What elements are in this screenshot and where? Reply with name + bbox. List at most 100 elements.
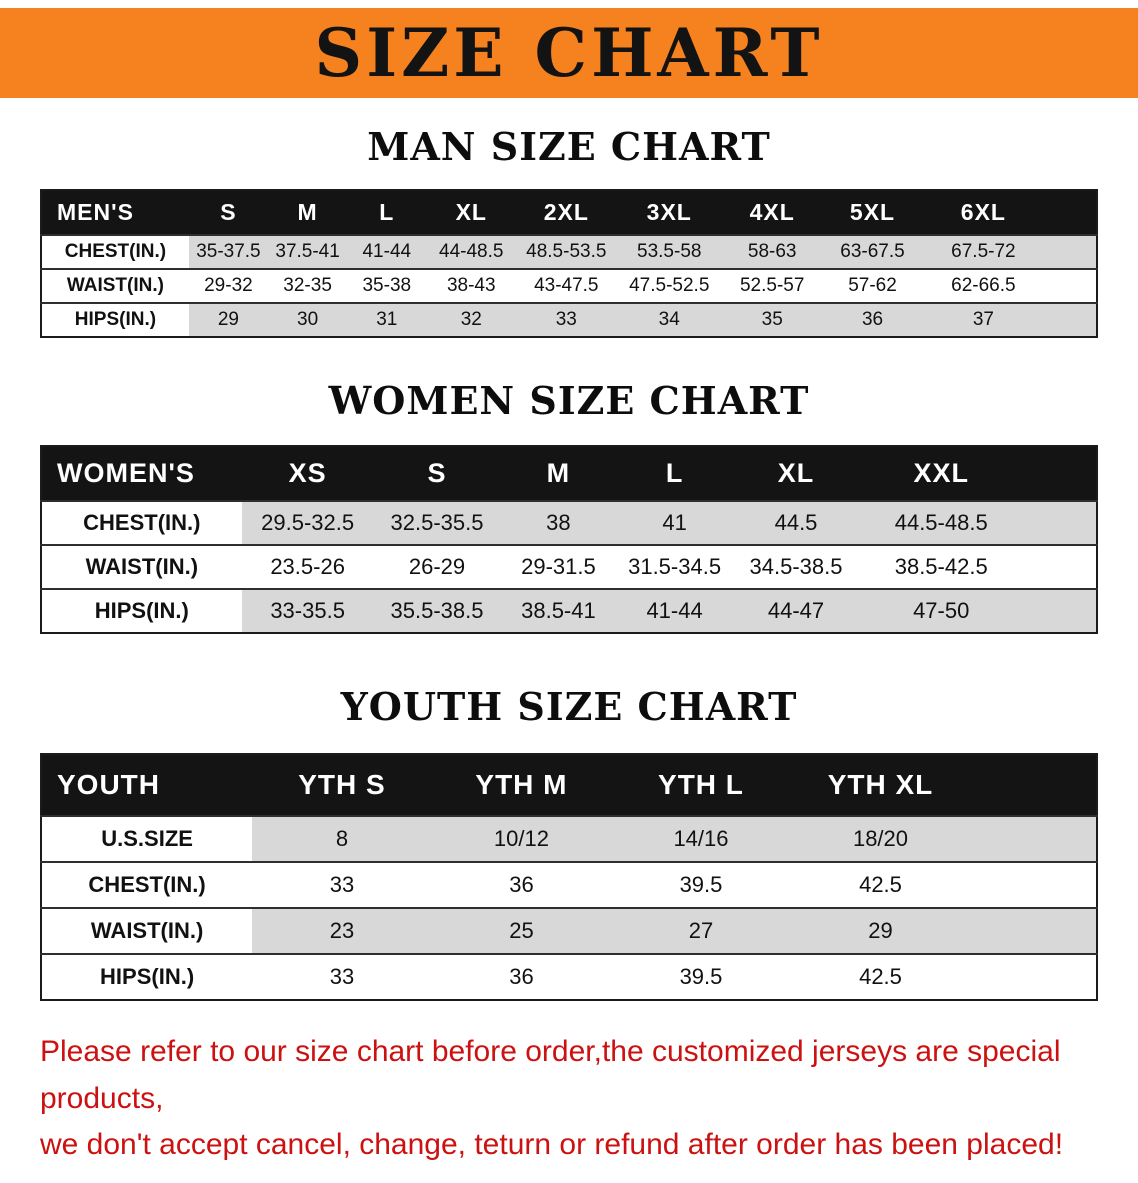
table-row: CHEST(IN.) 29.5-32.5 32.5-35.5 38 41 44.5 44.5…: [41, 500, 1097, 545]
size-value-cell: 38: [500, 500, 617, 545]
size-value-cell: 44.5-48.5: [859, 500, 1024, 545]
size-value-cell: 35.5-38.5: [373, 588, 501, 633]
size-value-cell: 44-48.5: [426, 234, 517, 269]
page-title: SIZE CHART: [314, 14, 824, 92]
spacer-cell: [970, 907, 1097, 954]
table-row: WAIST(IN.) 23.5-26 26-29 29-31.5 31.5-34.5 34…: [41, 544, 1097, 589]
spacer-cell: [1023, 588, 1097, 633]
table-row: WAIST(IN.) 29-32 32-35 35-38 38-43 43-47.5 47.…: [41, 268, 1097, 303]
men-section: MAN SIZE CHART MEN'S S M L XL 2XL 3XL 4XL 5XL 6XL…: [0, 124, 1138, 338]
size-column-header: S: [373, 446, 501, 501]
size-value-cell: 29: [790, 907, 971, 954]
size-value-cell: 31: [347, 302, 427, 337]
size-value-cell: 32-35: [268, 268, 348, 303]
size-column-header: 2XL: [516, 190, 617, 235]
size-value-cell: 36: [431, 953, 612, 1000]
size-value-cell: 8: [252, 815, 432, 862]
size-value-cell: 41-44: [347, 234, 427, 269]
spacer-cell: [1044, 190, 1097, 235]
size-value-cell: 36: [822, 302, 923, 337]
row-label-cell: WAIST(IN.): [41, 907, 253, 954]
size-value-cell: 52.5-57: [722, 268, 823, 303]
size-column-header: 6XL: [922, 190, 1045, 235]
men-section-heading: MAN SIZE CHART: [367, 124, 771, 169]
size-value-cell: 42.5: [790, 861, 971, 908]
women-size-table: WOMEN'S XS S M L XL XXL CHEST(IN.) 29.5-32.5 32.5…: [40, 445, 1098, 634]
size-value-cell: 34: [616, 302, 723, 337]
spacer-cell: [1023, 446, 1097, 501]
row-label-cell: HIPS(IN.): [41, 953, 253, 1000]
size-column-header: M: [268, 190, 348, 235]
size-value-cell: 34.5-38.5: [732, 544, 860, 589]
size-value-cell: 41: [616, 500, 733, 545]
spacer-cell: [970, 754, 1097, 816]
size-column-header: 5XL: [822, 190, 923, 235]
table-title-cell: YOUTH: [41, 754, 253, 816]
size-value-cell: 67.5-72: [922, 234, 1045, 269]
size-value-cell: 47.5-52.5: [616, 268, 723, 303]
size-value-cell: 48.5-53.5: [516, 234, 617, 269]
spacer-cell: [1044, 302, 1097, 337]
table-row: HIPS(IN.) 29 30 31 32 33 34 35 36 37: [41, 302, 1097, 337]
size-column-header: XL: [732, 446, 860, 501]
size-value-cell: 38.5-41: [500, 588, 617, 633]
size-value-cell: 23: [252, 907, 432, 954]
size-column-header: XS: [241, 446, 374, 501]
size-value-cell: 25: [431, 907, 612, 954]
size-column-header: 3XL: [616, 190, 723, 235]
size-value-cell: 38-43: [426, 268, 517, 303]
size-value-cell: 41-44: [616, 588, 733, 633]
size-column-header: 4XL: [722, 190, 823, 235]
table-row: U.S.SIZE 8 10/12 14/16 18/20: [41, 815, 1097, 862]
row-label-cell: WAIST(IN.): [41, 268, 189, 303]
size-value-cell: 30: [268, 302, 348, 337]
spacer-cell: [970, 815, 1097, 862]
size-value-cell: 31.5-34.5: [616, 544, 733, 589]
notice-line-2: we don't accept cancel, change, teturn o…: [40, 1128, 1064, 1161]
size-chart-page: SIZE CHART MAN SIZE CHART MEN'S S M L XL 2XL 3…: [0, 8, 1138, 1169]
row-label-cell: U.S.SIZE: [41, 815, 253, 862]
women-section-heading: WOMEN SIZE CHART: [328, 378, 810, 423]
row-label-cell: CHEST(IN.): [41, 234, 189, 269]
size-value-cell: 29-31.5: [500, 544, 617, 589]
size-value-cell: 62-66.5: [922, 268, 1045, 303]
size-value-cell: 63-67.5: [822, 234, 923, 269]
table-row: CHEST(IN.) 33 36 39.5 42.5: [41, 861, 1097, 908]
women-section: WOMEN SIZE CHART WOMEN'S XS S M L XL XXL CHEST(…: [0, 378, 1138, 634]
row-label-cell: CHEST(IN.): [41, 861, 253, 908]
size-value-cell: 38.5-42.5: [859, 544, 1024, 589]
table-title-cell: MEN'S: [41, 190, 189, 235]
size-value-cell: 35-38: [347, 268, 427, 303]
row-label-cell: WAIST(IN.): [41, 544, 242, 589]
size-column-header: YTH S: [252, 754, 432, 816]
row-label-cell: HIPS(IN.): [41, 588, 242, 633]
size-value-cell: 29-32: [188, 268, 269, 303]
size-value-cell: 44.5: [732, 500, 860, 545]
size-value-cell: 35-37.5: [188, 234, 269, 269]
youth-section-heading: YOUTH SIZE CHART: [340, 684, 798, 729]
men-size-table: MEN'S S M L XL 2XL 3XL 4XL 5XL 6XL CHEST(IN.) 35-37…: [40, 189, 1098, 338]
size-value-cell: 14/16: [611, 815, 791, 862]
table-header-row: WOMEN'S XS S M L XL XXL: [41, 446, 1097, 501]
size-value-cell: 39.5: [611, 953, 791, 1000]
size-value-cell: 39.5: [611, 861, 791, 908]
size-value-cell: 53.5-58: [616, 234, 723, 269]
youth-section: YOUTH SIZE CHART YOUTH YTH S YTH M YTH L YTH…: [0, 684, 1138, 1001]
size-value-cell: 29: [188, 302, 269, 337]
spacer-cell: [1044, 268, 1097, 303]
size-value-cell: 35: [722, 302, 823, 337]
size-value-cell: 37: [922, 302, 1045, 337]
size-value-cell: 43-47.5: [516, 268, 617, 303]
size-column-header: XXL: [859, 446, 1024, 501]
size-value-cell: 23.5-26: [241, 544, 374, 589]
table-row: WAIST(IN.) 23 25 27 29: [41, 907, 1097, 954]
size-value-cell: 36: [431, 861, 612, 908]
table-header-row: MEN'S S M L XL 2XL 3XL 4XL 5XL 6XL: [41, 190, 1097, 235]
row-label-cell: CHEST(IN.): [41, 500, 242, 545]
size-column-header: XL: [426, 190, 517, 235]
size-value-cell: 57-62: [822, 268, 923, 303]
size-value-cell: 42.5: [790, 953, 971, 1000]
size-column-header: S: [188, 190, 269, 235]
row-label-cell: HIPS(IN.): [41, 302, 189, 337]
table-row: HIPS(IN.) 33-35.5 35.5-38.5 38.5-41 41-44 44-…: [41, 588, 1097, 633]
